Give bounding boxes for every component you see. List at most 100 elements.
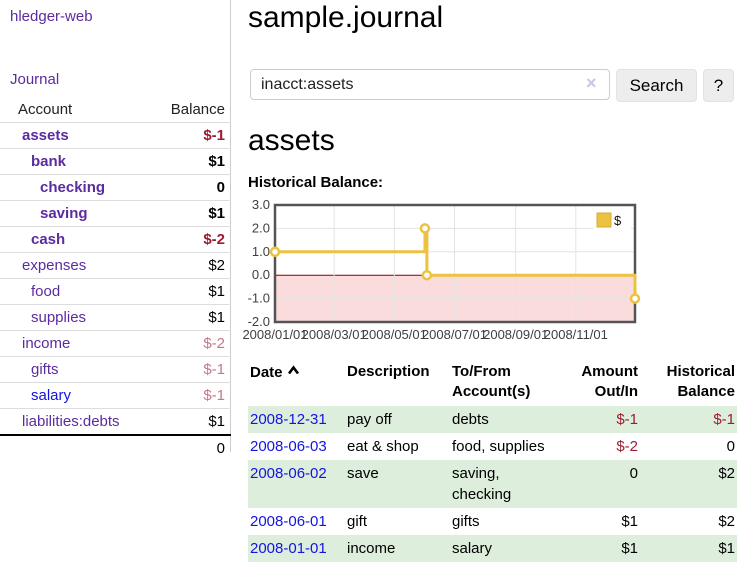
transaction-date-link[interactable]: 2008-06-01 <box>250 513 327 530</box>
transaction-accounts: debts <box>452 411 489 428</box>
page-title: sample.journal <box>248 1 444 34</box>
account-page-title: assets <box>248 124 335 157</box>
account-balance: $2 <box>153 252 231 279</box>
transaction-date-link[interactable]: 2008-06-02 <box>250 465 327 482</box>
account-balance: 0 <box>153 174 231 201</box>
account-link-saving[interactable]: saving <box>40 205 88 222</box>
account-link-cash[interactable]: cash <box>31 231 66 248</box>
table-row: expenses $2 <box>0 252 231 279</box>
transaction-description: income <box>347 540 396 557</box>
account-link-bank[interactable]: bank <box>31 153 67 170</box>
svg-text:2008/09/01: 2008/09/01 <box>483 327 548 342</box>
account-balance: $1 <box>153 278 231 305</box>
chart-title: Historical Balance: <box>248 174 384 191</box>
account-link-supplies[interactable]: supplies <box>31 309 87 326</box>
table-row: assets $-1 <box>0 122 231 149</box>
account-link-salary[interactable]: salary <box>31 387 72 404</box>
transaction-amount: $1 <box>621 540 638 557</box>
balance-total-row: 0 <box>0 434 231 461</box>
account-balance-table: Account Balance assets $-1 bank $1 check… <box>0 98 231 461</box>
account-column-header: Account <box>18 101 73 118</box>
transaction-accounts: food, supplies <box>452 438 545 455</box>
balance-column-header: Historical Balance <box>666 363 735 400</box>
search-input[interactable] <box>250 69 610 100</box>
transaction-description: pay off <box>347 411 392 428</box>
balance-total: 0 <box>153 434 231 461</box>
brand-link[interactable]: hledger-web <box>10 8 93 25</box>
table-row: cash $-2 <box>0 226 231 253</box>
table-row: salary $-1 <box>0 382 231 409</box>
svg-text:0.0: 0.0 <box>252 267 270 282</box>
account-link-assets[interactable]: assets <box>22 127 69 144</box>
account-link-expenses[interactable]: expenses <box>22 257 87 274</box>
account-balance: $1 <box>153 408 231 435</box>
svg-text:2008/05/01: 2008/05/01 <box>362 327 427 342</box>
date-column-header[interactable]: Date <box>248 360 345 406</box>
transaction-date-link[interactable]: 2008-01-01 <box>250 540 327 557</box>
transaction-accounts: gifts <box>452 513 480 530</box>
account-link-food[interactable]: food <box>31 283 61 300</box>
help-button[interactable]: ? <box>703 69 734 102</box>
sidebar-item-journal[interactable]: Journal <box>10 71 60 88</box>
svg-text:3.0: 3.0 <box>252 200 270 212</box>
transaction-balance: $1 <box>718 540 735 557</box>
table-row: bank $1 <box>0 148 231 175</box>
sidebar: hledger-web Journal Account Balance asse… <box>0 0 231 461</box>
account-balance: $-2 <box>153 226 231 253</box>
account-table-header: Account Balance <box>0 98 231 123</box>
transaction-balance: 0 <box>726 438 735 455</box>
table-row: checking 0 <box>0 174 231 201</box>
clear-search-icon[interactable]: × <box>586 73 597 93</box>
svg-text:2008/03/01: 2008/03/01 <box>302 327 367 342</box>
svg-text:2008/07/01: 2008/07/01 <box>422 327 487 342</box>
register-row: 2008-06-03 eat & shop food, supplies $-2… <box>248 433 737 460</box>
table-row: saving $1 <box>0 200 231 227</box>
table-row: liabilities:debts $1 <box>0 408 231 435</box>
transaction-date-link[interactable]: 2008-06-03 <box>250 438 327 455</box>
svg-text:-2.0: -2.0 <box>248 314 270 329</box>
svg-text:-1.0: -1.0 <box>248 291 270 306</box>
register-table: Date Description To/From Account(s) Amou… <box>248 360 737 562</box>
table-row: gifts $-1 <box>0 356 231 383</box>
svg-text:2008/11/01: 2008/11/01 <box>544 327 608 342</box>
register-row: 2008-06-02 save saving, checking 0 $2 <box>248 460 737 508</box>
balance-column-header: Balance <box>170 101 225 118</box>
table-row: supplies $1 <box>0 304 231 331</box>
search-button[interactable]: Search <box>616 69 697 102</box>
svg-text:2.0: 2.0 <box>252 220 270 235</box>
account-balance: $-1 <box>153 382 231 409</box>
transaction-amount: 0 <box>629 465 638 482</box>
transaction-balance: $-1 <box>713 411 735 428</box>
amount-column-header: Amount Out/In <box>581 363 638 400</box>
transaction-date-link[interactable]: 2008-12-31 <box>250 411 327 428</box>
account-link-gifts[interactable]: gifts <box>31 361 59 378</box>
account-balance: $-1 <box>153 122 231 149</box>
account-balance: $1 <box>153 304 231 331</box>
svg-text:2008/01/01: 2008/01/01 <box>242 327 307 342</box>
register-header-row: Date Description To/From Account(s) Amou… <box>248 360 737 406</box>
transaction-amount: $-1 <box>616 411 638 428</box>
account-balance: $-1 <box>153 356 231 383</box>
account-balance: $1 <box>153 148 231 175</box>
description-column-header: Description <box>347 363 430 380</box>
historical-balance-chart: 2008/01/012008/03/012008/05/012008/07/01… <box>242 200 641 342</box>
account-link-income[interactable]: income <box>22 335 71 352</box>
register-row: 2008-12-31 pay off debts $-1 $-1 <box>248 406 737 433</box>
transaction-accounts: saving, checking <box>452 465 512 503</box>
account-balance: $1 <box>153 200 231 227</box>
account-link-checking[interactable]: checking <box>40 179 106 196</box>
svg-text:$: $ <box>614 213 622 228</box>
accounts-column-header: To/From Account(s) <box>452 363 531 400</box>
transaction-description: eat & shop <box>347 438 419 455</box>
transaction-amount: $-2 <box>616 438 638 455</box>
sort-ascending-icon <box>287 362 300 382</box>
register-row: 2008-01-01 income salary $1 $1 <box>248 535 737 562</box>
register-row: 2008-06-01 gift gifts $1 $2 <box>248 508 737 535</box>
table-row: food $1 <box>0 278 231 305</box>
transaction-balance: $2 <box>718 465 735 482</box>
account-balance: $-2 <box>153 330 231 357</box>
account-link-liabilities-debts[interactable]: liabilities:debts <box>22 413 120 430</box>
transaction-description: save <box>347 465 379 482</box>
transaction-description: gift <box>347 513 368 530</box>
